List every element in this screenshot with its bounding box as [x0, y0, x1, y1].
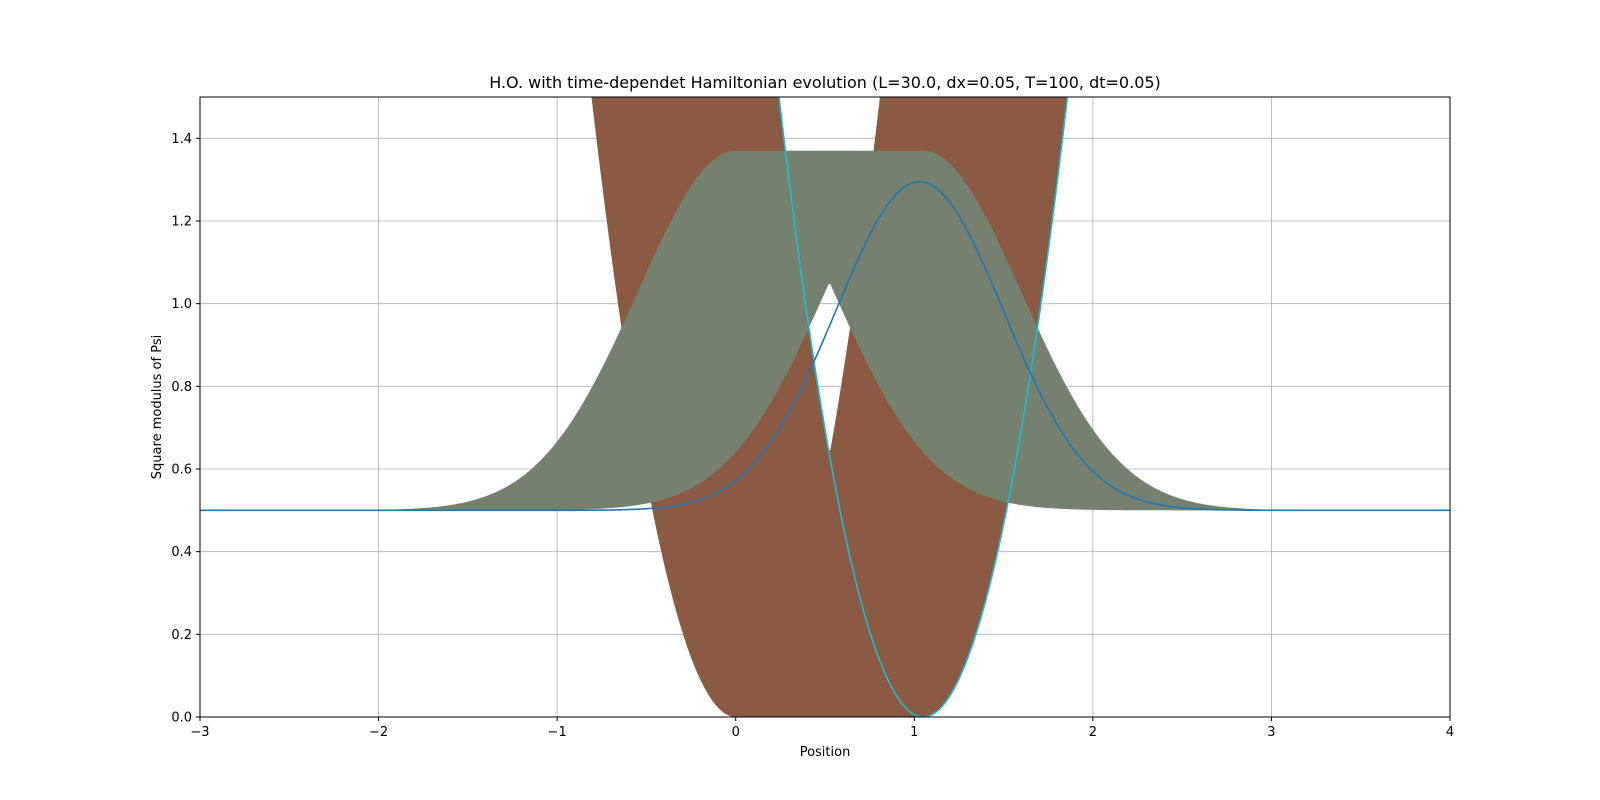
- y-axis: 0.0 0.2 0.4 0.6 0.8 1.0 1.2 1.4: [171, 132, 200, 726]
- y-tick-label: 1.4: [171, 132, 192, 147]
- x-tick-label: −2: [369, 725, 388, 740]
- x-tick-label: −3: [190, 725, 209, 740]
- x-tick-label: 0: [732, 725, 740, 740]
- x-tick-label: 4: [1446, 725, 1454, 740]
- psi-band: [200, 150, 1450, 511]
- y-tick-label: 1.2: [171, 215, 192, 230]
- y-tick-label: 0.2: [171, 628, 192, 643]
- x-axis-label: Position: [800, 745, 851, 760]
- x-tick-label: 3: [1267, 725, 1275, 740]
- y-tick-label: 0.4: [171, 545, 192, 560]
- x-tick-label: −1: [548, 725, 567, 740]
- y-tick-label: 0.6: [171, 463, 192, 478]
- y-tick-label: 0.0: [171, 711, 192, 726]
- plot-frame: [199, 96, 1451, 718]
- final-potential-line: [778, 97, 1069, 717]
- y-axis-label: Square modulus of Psi: [150, 335, 165, 479]
- chart-title: H.O. with time-dependet Hamiltonian evol…: [489, 73, 1161, 92]
- x-tick-label: 2: [1089, 725, 1097, 740]
- final-psi-line: [200, 180, 1450, 512]
- x-tick-label: 1: [910, 725, 918, 740]
- x-axis: −3 −2 −1 0 1 2 3 4: [190, 717, 1454, 740]
- y-tick-label: 0.8: [171, 380, 192, 395]
- y-tick-label: 1.0: [171, 297, 192, 312]
